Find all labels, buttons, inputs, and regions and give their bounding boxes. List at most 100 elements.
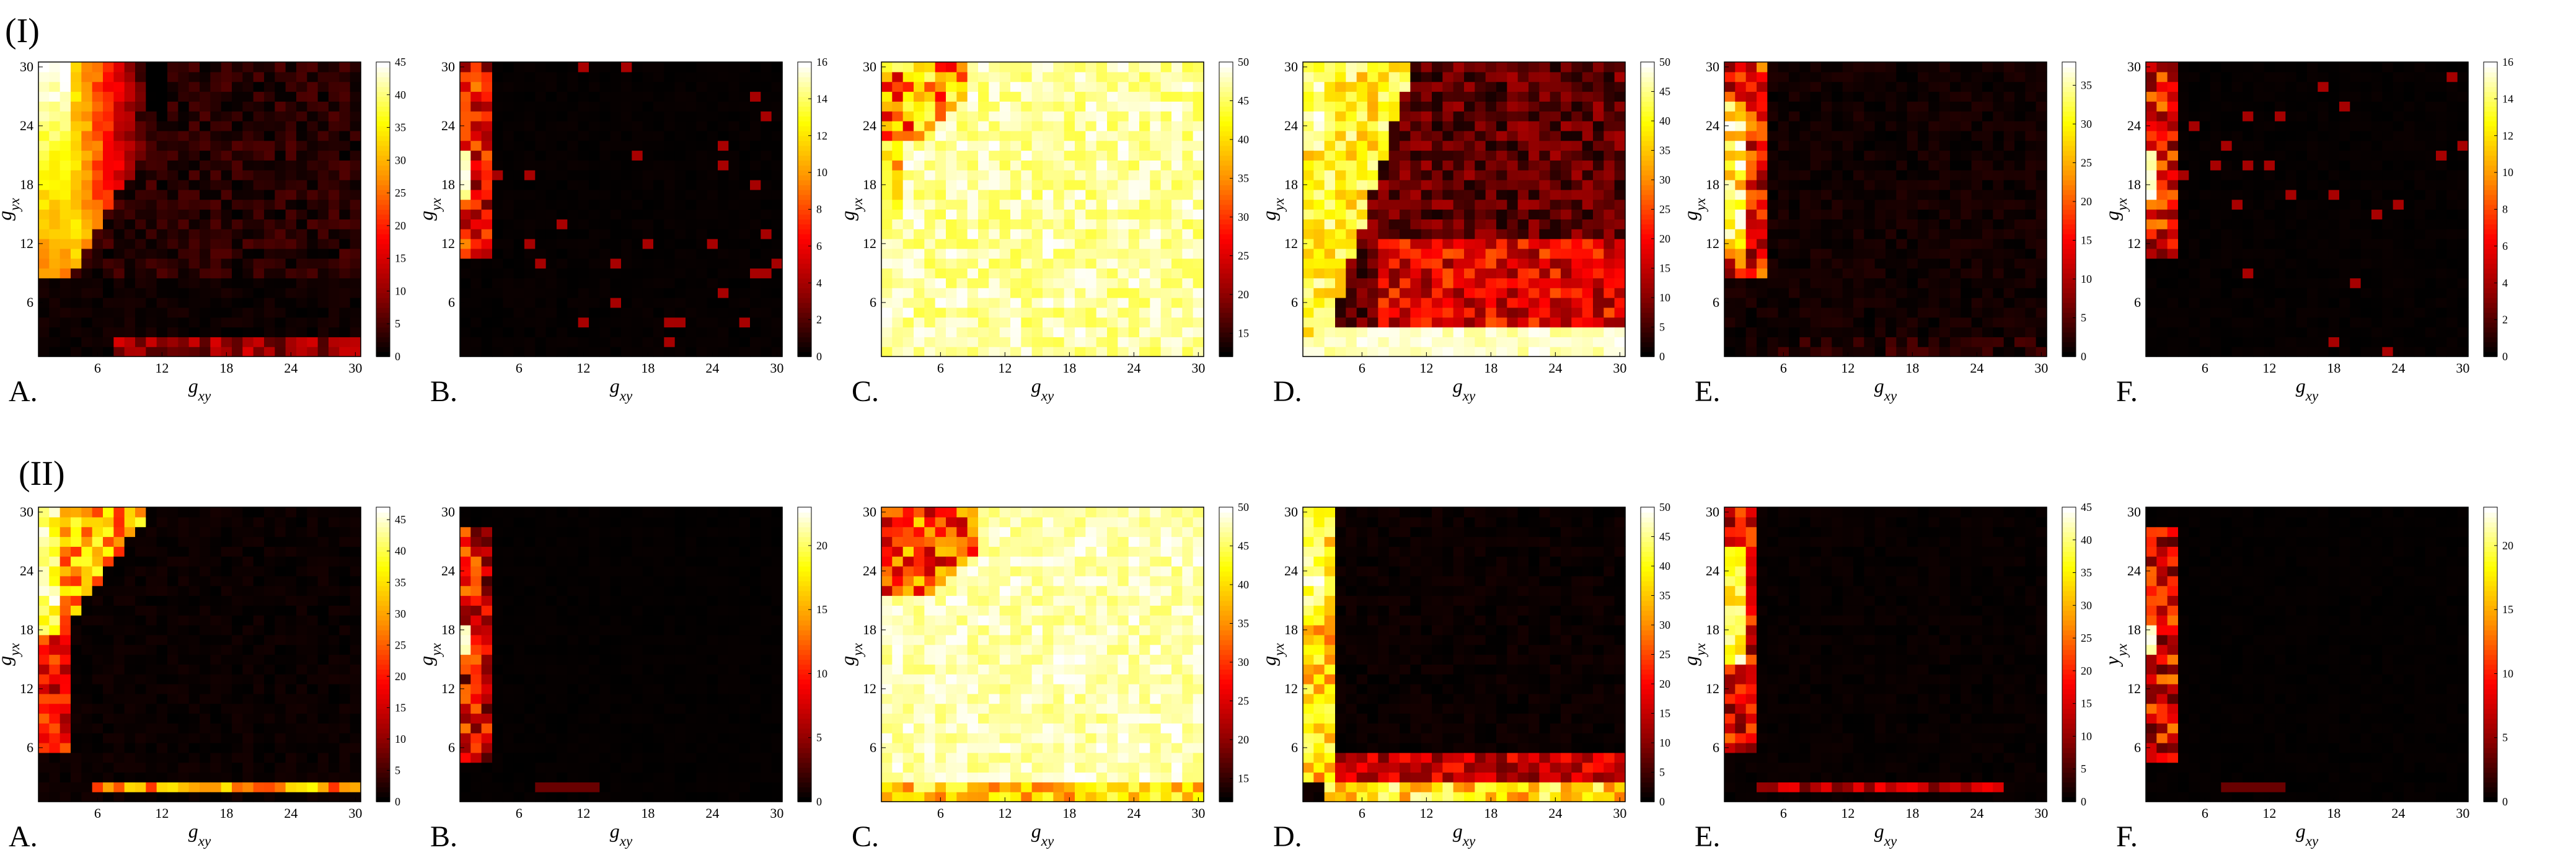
heatmap-cell [210, 347, 222, 357]
heatmap-cell [1928, 209, 1940, 219]
heatmap-cell [999, 258, 1011, 269]
heatmap-cell [1745, 229, 1757, 239]
heatmap-cell [210, 199, 222, 210]
heatmap-cell [1388, 347, 1400, 357]
heatmap-cell [2003, 140, 2015, 151]
heatmap-cell [632, 160, 643, 170]
heatmap-cell [1324, 219, 1336, 229]
x-tick-label: 18 [641, 360, 655, 376]
heatmap-cell [81, 307, 93, 318]
heatmap-cell [1464, 288, 1475, 298]
heatmap-cell [718, 121, 729, 131]
heatmap-cell [38, 268, 50, 278]
heatmap-cell [135, 130, 146, 141]
heatmap-cell [1864, 327, 1876, 337]
heatmap-cell [1603, 140, 1615, 151]
heatmap-cell [275, 121, 286, 131]
heatmap-cell [1356, 140, 1368, 151]
colorbar-segment [1219, 106, 1233, 112]
heatmap-cell [460, 199, 471, 210]
heatmap-cell [1874, 327, 1886, 337]
heatmap-cell [1356, 62, 1368, 73]
heatmap-cell [707, 268, 718, 278]
heatmap-cell [1335, 199, 1346, 210]
heatmap-cell [339, 248, 351, 259]
heatmap-cell [1993, 91, 2005, 102]
heatmap-cell [2025, 248, 2037, 259]
heatmap-cell [621, 199, 632, 210]
heatmap-cell [946, 189, 957, 200]
heatmap-cell [1085, 219, 1097, 229]
heatmap-cell [1757, 209, 1768, 219]
heatmap-cell [1757, 111, 1768, 122]
heatmap-cell [881, 180, 893, 190]
heatmap-cell [146, 180, 157, 190]
heatmap-cell [1485, 278, 1497, 288]
heatmap-cell [1388, 170, 1400, 180]
heatmap-cell [653, 268, 664, 278]
colorbar-segment [798, 268, 811, 274]
heatmap-cell [1139, 199, 1150, 210]
y-tick-label: 18 [863, 177, 876, 192]
heatmap-cell [71, 239, 82, 249]
heatmap-cell [275, 91, 286, 102]
heatmap-cell [296, 130, 307, 141]
heatmap-cell [978, 268, 989, 278]
heatmap-cell [989, 91, 1000, 102]
heatmap-cell [1171, 327, 1183, 337]
heatmap-cell [761, 239, 772, 249]
heatmap-cell [1021, 307, 1033, 318]
heatmap-cell [1150, 81, 1162, 92]
heatmap-cell [1757, 278, 1768, 288]
heatmap-cell [892, 288, 904, 298]
heatmap-cell [956, 347, 968, 357]
heatmap-cell [1757, 71, 1768, 82]
heatmap-cell [2014, 71, 2026, 82]
heatmap-cell [1821, 258, 1832, 269]
heatmap-cell [1085, 248, 1097, 259]
heatmap-cell [317, 150, 329, 161]
heatmap-cell [1171, 209, 1183, 219]
heatmap-cell [156, 347, 168, 357]
heatmap-cell [1886, 111, 1897, 122]
heatmap-cell [567, 180, 579, 190]
heatmap-cell [610, 239, 622, 249]
heatmap-cell [1160, 199, 1172, 210]
heatmap-cell [49, 229, 61, 239]
heatmap-cell [653, 219, 664, 229]
heatmap-cell [1421, 101, 1432, 112]
heatmap-cell [103, 268, 114, 278]
heatmap-cell [946, 239, 957, 249]
heatmap-cell [1961, 130, 1972, 141]
heatmap-cell [1961, 337, 1972, 347]
heatmap-cell [1918, 111, 1929, 122]
colorbar-tick-label: 15 [395, 252, 406, 265]
heatmap-cell [524, 288, 536, 298]
heatmap-cell [1939, 101, 1951, 112]
heatmap-cell [470, 180, 482, 190]
heatmap-cell [1778, 62, 1789, 73]
heatmap-cell [1410, 160, 1422, 170]
heatmap-cell [1410, 258, 1422, 269]
heatmap-cell [92, 239, 104, 249]
heatmap-cell [707, 189, 718, 200]
heatmap-cell [60, 288, 71, 298]
x-tick-label: 18 [1905, 360, 1919, 376]
heatmap-cell [2036, 62, 2047, 73]
heatmap-cell [892, 160, 904, 170]
heatmap-cell [92, 140, 104, 151]
heatmap-cell [2036, 239, 2047, 249]
colorbar-segment [376, 184, 390, 190]
heatmap-cell [1053, 229, 1065, 239]
colorbar-segment [1641, 62, 1654, 68]
heatmap-cell [1982, 180, 1993, 190]
heatmap-cell [513, 189, 525, 200]
heatmap-cell [1139, 209, 1150, 219]
heatmap-cell [535, 327, 547, 337]
heatmap-cell [460, 150, 471, 161]
heatmap-cell [1982, 229, 1993, 239]
heatmap-cell [2025, 347, 2037, 357]
heatmap-cell [242, 258, 254, 269]
colorbar-segment [1641, 253, 1654, 259]
heatmap-cell [1021, 111, 1033, 122]
